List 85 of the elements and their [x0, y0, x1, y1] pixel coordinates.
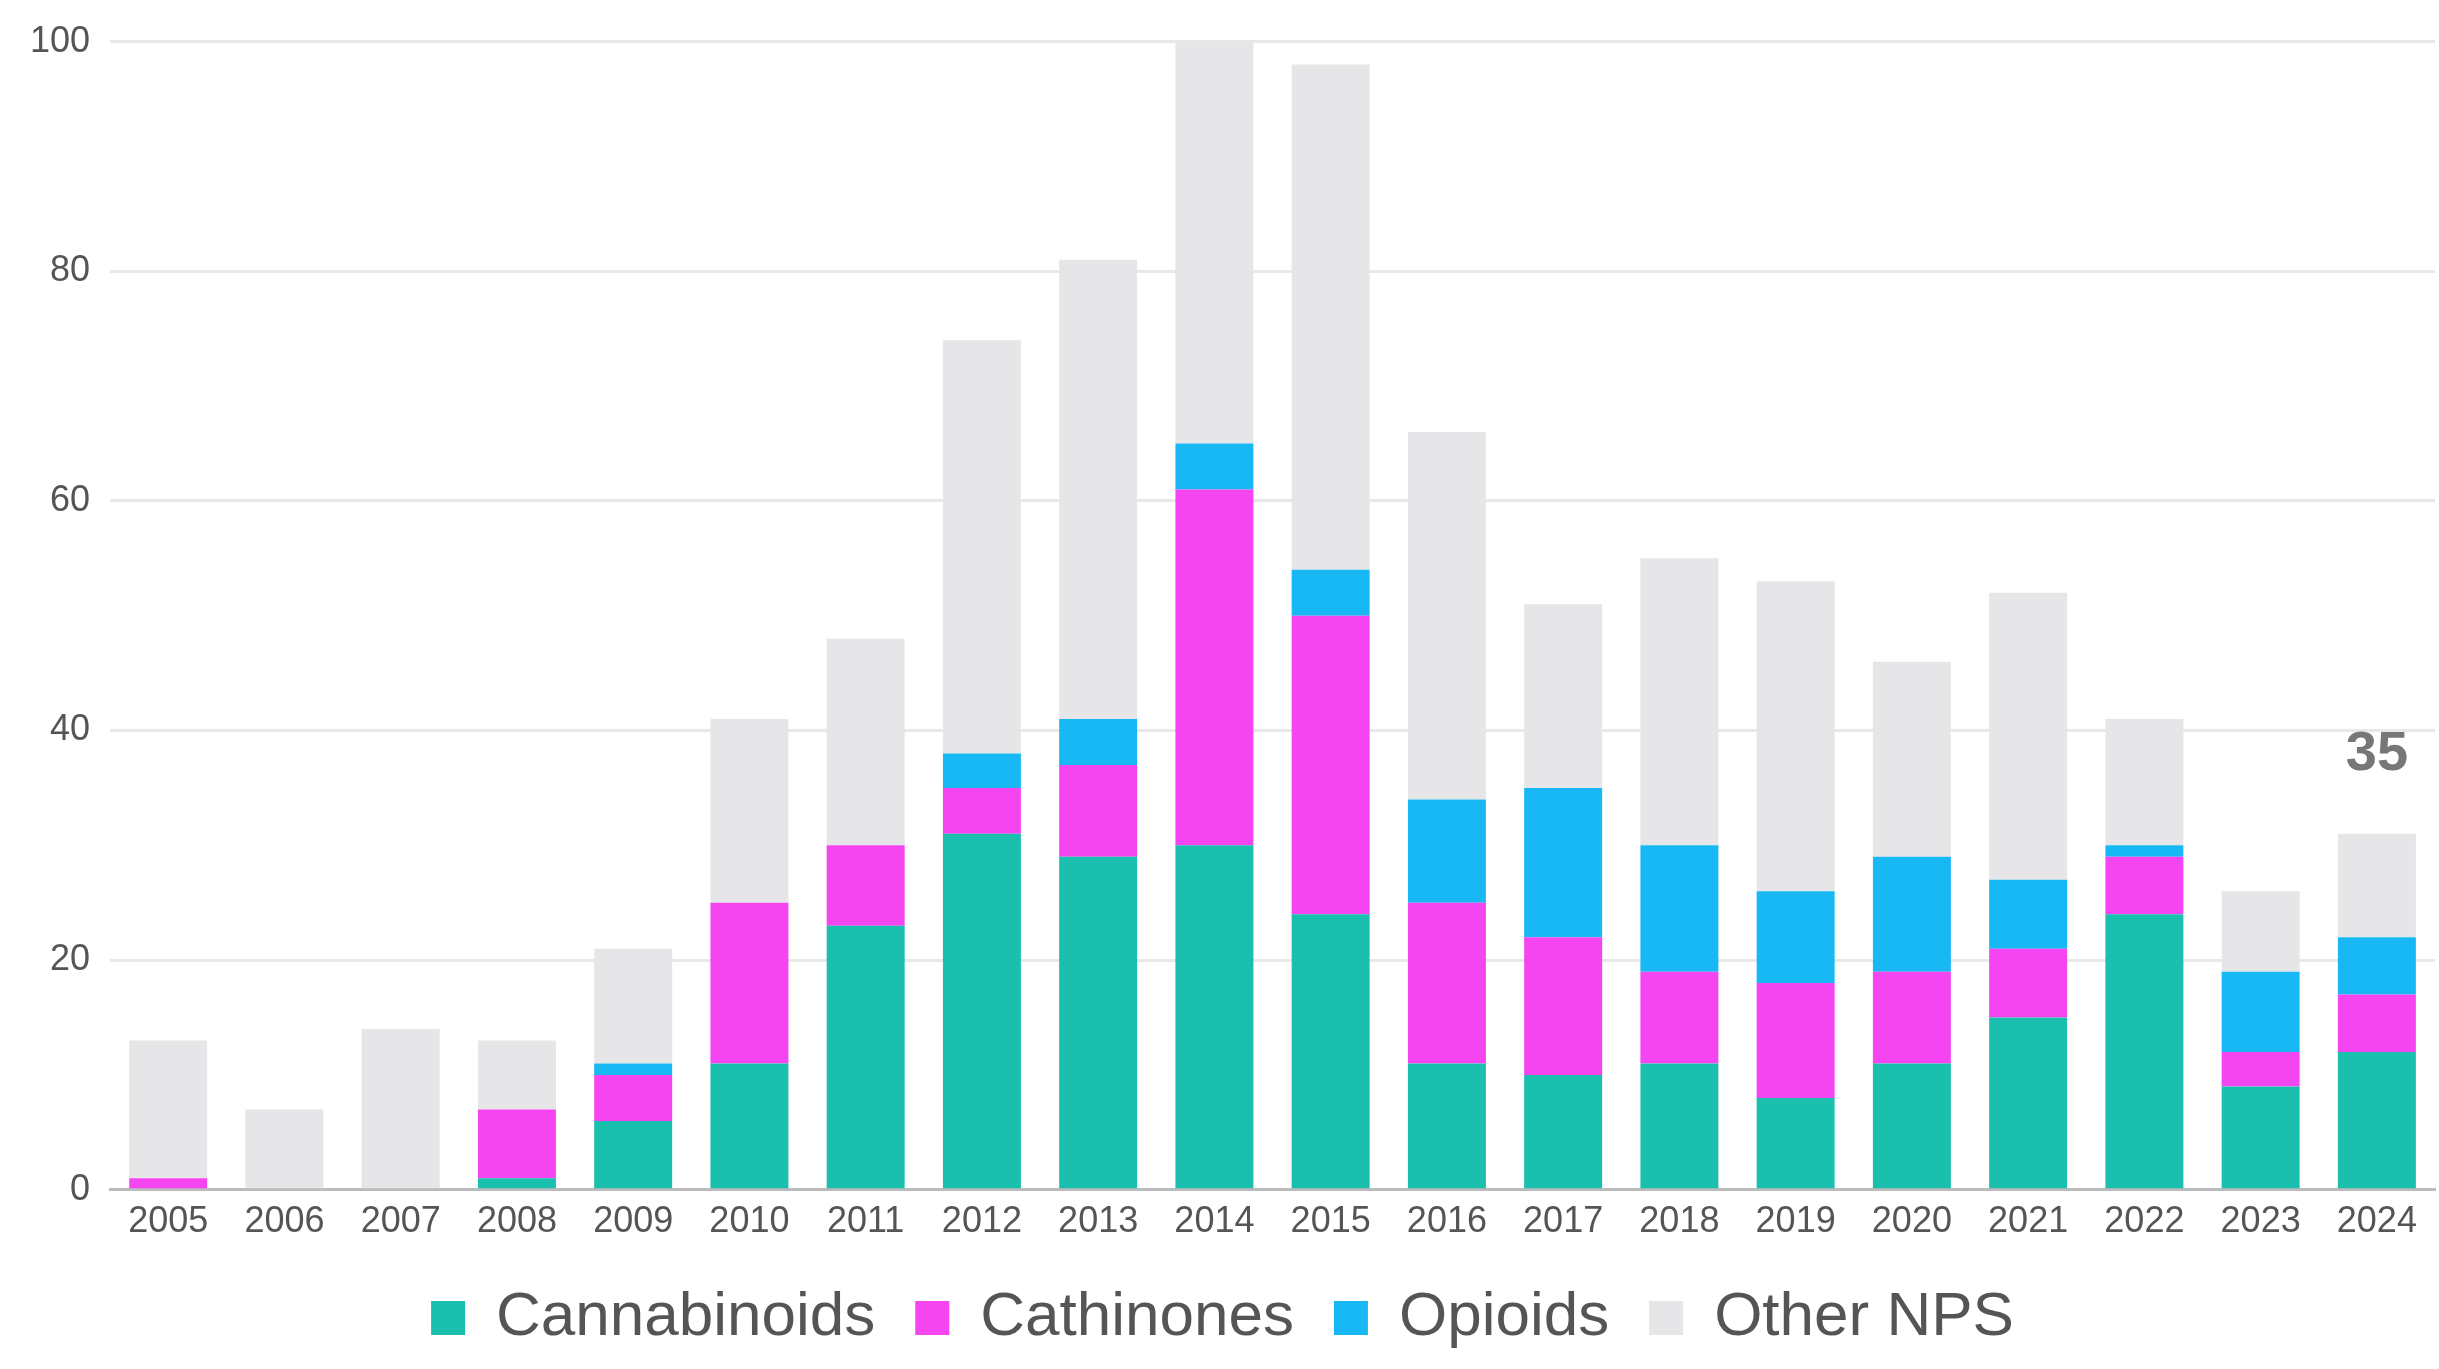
- x-tick-label: 2017: [1523, 1199, 1604, 1241]
- bar: [942, 753, 1021, 788]
- bar: [710, 902, 789, 1064]
- bar: [2105, 856, 2184, 915]
- y-tick-label: 40: [50, 707, 91, 749]
- x-tick-label: 2011: [826, 1199, 905, 1241]
- bar: [594, 1074, 673, 1121]
- bar: [477, 1178, 556, 1189]
- bar: [1989, 879, 2068, 949]
- bar: [942, 833, 1021, 1189]
- bar: [1524, 787, 1603, 938]
- bar: [477, 1040, 556, 1110]
- bar: [594, 1063, 673, 1075]
- bar: [2221, 971, 2300, 1053]
- bar: [594, 1120, 673, 1189]
- bar: [1640, 1063, 1719, 1189]
- bar: [826, 925, 905, 1189]
- x-tick-label: 2013: [1058, 1199, 1139, 1241]
- y-tick-label: 0: [70, 1166, 91, 1208]
- x-tick-label: 2008: [476, 1199, 557, 1241]
- x-tick-label: 2023: [2220, 1199, 2301, 1241]
- bar: [2337, 994, 2416, 1053]
- bar: [2105, 914, 2184, 1189]
- bar: [2337, 833, 2416, 938]
- bar: [2337, 937, 2416, 995]
- x-tick-label: 2021: [1988, 1199, 2069, 1241]
- bar: [1872, 971, 1951, 1064]
- bar: [1872, 856, 1951, 972]
- x-tick-label: 2022: [2104, 1199, 2185, 1241]
- bar: [2105, 845, 2184, 857]
- bar: [245, 1109, 324, 1189]
- bar: [1407, 1063, 1486, 1189]
- x-tick-label: 2006: [244, 1199, 325, 1241]
- bar: [710, 1063, 789, 1189]
- bar: [1989, 1017, 2068, 1189]
- x-tick-label: 2024: [2336, 1199, 2417, 1241]
- x-tick-label: 2014: [1174, 1199, 1255, 1241]
- legend-label: Opioids: [1398, 1279, 1610, 1349]
- legend-label: Other NPS: [1714, 1279, 2014, 1349]
- bar: [2221, 1086, 2300, 1189]
- bar: [1291, 615, 1370, 915]
- bar: [1407, 902, 1486, 1064]
- bar: [1756, 891, 1835, 984]
- bar: [1175, 443, 1254, 490]
- legend-label: Cathinones: [980, 1279, 1294, 1349]
- bar: [1524, 937, 1603, 1075]
- bar: [1175, 489, 1254, 846]
- x-tick-label: 2007: [360, 1199, 441, 1241]
- annotation: 35: [2345, 718, 2409, 782]
- x-tick-label: 2009: [593, 1199, 674, 1241]
- bar: [1059, 719, 1138, 765]
- bar: [1175, 845, 1254, 1189]
- x-tick-label: 2018: [1639, 1199, 1720, 1241]
- bar: [1291, 569, 1370, 616]
- bar: [1989, 948, 2068, 1018]
- bar: [1059, 764, 1138, 857]
- bar: [1756, 983, 1835, 1098]
- bar: [1640, 845, 1719, 972]
- x-tick-label: 2016: [1406, 1199, 1487, 1241]
- bar: [1524, 1074, 1603, 1189]
- x-tick-label: 2005: [128, 1199, 209, 1241]
- bar: [1872, 1063, 1951, 1189]
- y-tick-label: 20: [50, 937, 91, 979]
- x-tick-label: 2015: [1290, 1199, 1371, 1241]
- bar: [477, 1109, 556, 1179]
- legend-label: Cannabinoids: [496, 1279, 876, 1349]
- bar: [1756, 1097, 1835, 1189]
- x-tick-label: 2020: [1871, 1199, 1952, 1241]
- x-tick-label: 2012: [941, 1199, 1022, 1241]
- bar: [1640, 971, 1719, 1064]
- bar: [826, 845, 905, 926]
- y-tick-label: 100: [29, 18, 91, 60]
- bar: [129, 1178, 208, 1189]
- bar: [129, 1040, 208, 1179]
- bar: [1059, 856, 1138, 1189]
- bar: [942, 787, 1021, 834]
- y-tick-label: 80: [50, 248, 91, 290]
- bar: [1291, 914, 1370, 1189]
- bar: [361, 1029, 440, 1189]
- y-tick-label: 60: [50, 477, 91, 519]
- bar: [1407, 799, 1486, 903]
- bar: [2337, 1052, 2416, 1189]
- bar: [2221, 1052, 2300, 1087]
- x-tick-label: 2019: [1755, 1199, 1836, 1241]
- x-tick-label: 2010: [709, 1199, 790, 1241]
